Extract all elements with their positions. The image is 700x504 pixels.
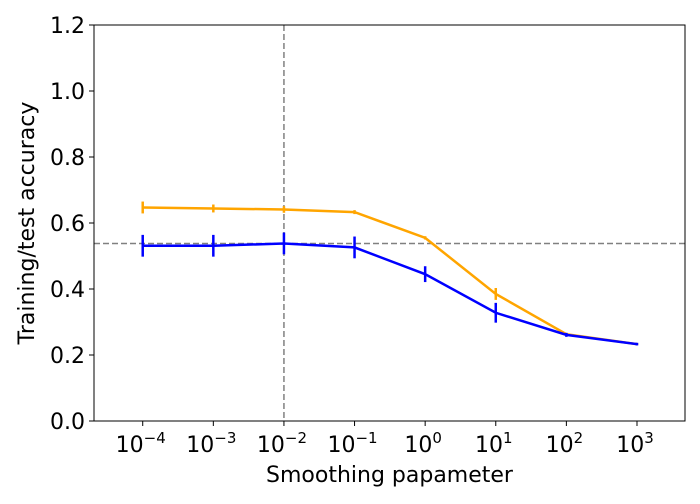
x-tick-label: 10−2 xyxy=(257,429,307,458)
x-tick-label: 102 xyxy=(546,429,584,458)
x-axis-label: Smoothing papameter xyxy=(266,463,514,488)
x-tick-label: 10−3 xyxy=(186,429,236,458)
y-tick-label: 0.8 xyxy=(50,146,85,171)
series-line-training xyxy=(142,206,638,346)
x-tick-label: 100 xyxy=(404,429,442,458)
x-tick-label: 103 xyxy=(616,429,654,458)
y-axis-label: Training/test accuracy xyxy=(15,102,40,346)
y-tick-label: 1.2 xyxy=(50,14,85,39)
y-tick-label: 0.4 xyxy=(50,278,85,303)
plot-frame xyxy=(93,24,686,422)
y-tick-label: 0.0 xyxy=(50,410,85,435)
y-tick-label: 1.0 xyxy=(50,80,85,105)
series-line-test xyxy=(142,242,638,346)
x-tick-label: 10−1 xyxy=(327,429,377,458)
series-test xyxy=(141,232,639,346)
y-tick-label: 0.6 xyxy=(50,212,85,237)
series-training xyxy=(141,201,639,346)
x-tick-label: 101 xyxy=(475,429,513,458)
x-tick-label: 10−4 xyxy=(116,429,166,458)
y-tick-label: 0.2 xyxy=(50,344,85,369)
